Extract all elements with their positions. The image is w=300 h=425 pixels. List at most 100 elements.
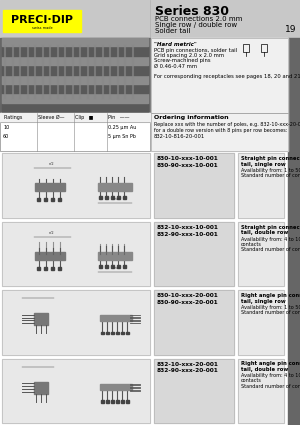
- Text: Availability from: 1 to 50 contacts: Availability from: 1 to 50 contacts: [241, 305, 300, 310]
- Text: 19: 19: [284, 25, 296, 34]
- Bar: [2, 94, 148, 102]
- Text: contacts: contacts: [241, 379, 262, 383]
- Text: 832-10-816-20-001: 832-10-816-20-001: [154, 134, 205, 139]
- Text: for a double row version with 8 pins per row becomes:: for a double row version with 8 pins per…: [154, 128, 287, 133]
- Bar: [0, 113, 150, 151]
- Text: PCB pin connections, solder tail: PCB pin connections, solder tail: [154, 48, 237, 53]
- Bar: [37, 198, 40, 201]
- Text: 60: 60: [3, 134, 9, 139]
- Text: Right angle pin connector, solder: Right angle pin connector, solder: [241, 293, 300, 298]
- Bar: [238, 359, 284, 423]
- Bar: [154, 221, 234, 286]
- Bar: [0, 113, 150, 122]
- Bar: [116, 332, 118, 334]
- Text: 1mm: 1mm: [111, 266, 121, 270]
- Bar: [34, 183, 64, 191]
- Text: contacts: contacts: [241, 241, 262, 246]
- Bar: [34, 313, 48, 325]
- Text: Grid spacing 2.0 x 2.0 mm: Grid spacing 2.0 x 2.0 mm: [154, 53, 224, 58]
- Bar: [2, 38, 148, 46]
- Bar: [154, 221, 234, 286]
- Text: tail, double row: tail, double row: [241, 230, 288, 235]
- Bar: [104, 196, 107, 199]
- Text: swiss made: swiss made: [32, 26, 52, 30]
- Text: 832-10-xxx-10-001: 832-10-xxx-10-001: [157, 224, 219, 230]
- Bar: [2, 57, 148, 65]
- Text: 832-10-xxx-20-001: 832-10-xxx-20-001: [157, 362, 219, 366]
- Text: Standard number of contacts: 50: Standard number of contacts: 50: [241, 173, 300, 178]
- Bar: [125, 400, 128, 403]
- Bar: [2, 359, 150, 423]
- Bar: [2, 221, 150, 286]
- Text: tail, single row: tail, single row: [241, 162, 286, 167]
- Bar: [2, 359, 150, 423]
- Bar: [100, 332, 103, 334]
- Bar: [154, 290, 234, 354]
- Bar: [121, 400, 124, 403]
- Bar: [2, 290, 150, 354]
- Bar: [44, 267, 47, 270]
- Bar: [116, 196, 119, 199]
- Bar: [98, 196, 101, 199]
- Bar: [100, 315, 132, 321]
- Bar: [154, 153, 234, 218]
- Bar: [238, 290, 284, 354]
- Bar: [98, 252, 132, 260]
- Text: Straight pin connector, solder: Straight pin connector, solder: [241, 156, 300, 161]
- Bar: [151, 113, 288, 151]
- Text: For corresponding receptacles see pages 18, 20 and 21: For corresponding receptacles see pages …: [154, 74, 300, 79]
- Text: 830-90-xxx-10-001: 830-90-xxx-10-001: [157, 163, 219, 168]
- Bar: [2, 221, 150, 286]
- Text: Screw-machined pins: Screw-machined pins: [154, 58, 211, 63]
- Bar: [154, 153, 234, 218]
- Bar: [121, 332, 124, 334]
- Bar: [98, 265, 101, 268]
- Bar: [37, 267, 40, 270]
- Bar: [2, 66, 148, 74]
- Bar: [151, 113, 288, 151]
- Text: 10: 10: [3, 125, 9, 130]
- Bar: [288, 38, 300, 425]
- Bar: [243, 44, 249, 52]
- Bar: [106, 400, 109, 403]
- Text: Platings: Platings: [3, 115, 22, 120]
- Bar: [154, 290, 234, 354]
- Text: Standard number of contacts: 100: Standard number of contacts: 100: [241, 246, 300, 252]
- Bar: [98, 183, 132, 191]
- Text: Standard number of contacts: 50: Standard number of contacts: 50: [241, 310, 300, 315]
- Text: Sleeve Ø—: Sleeve Ø—: [38, 115, 64, 120]
- Bar: [34, 382, 48, 394]
- Text: 830-10-xxx-10-001: 830-10-xxx-10-001: [157, 156, 219, 161]
- Bar: [238, 221, 284, 286]
- Bar: [2, 104, 148, 112]
- Text: Standard number of contacts: 100: Standard number of contacts: 100: [241, 383, 300, 388]
- Text: Availability from: 4 to 100: Availability from: 4 to 100: [241, 236, 300, 241]
- Text: 832-90-xxx-10-001: 832-90-xxx-10-001: [157, 232, 219, 236]
- Text: 832-90-xxx-20-001: 832-90-xxx-20-001: [157, 368, 219, 374]
- Bar: [100, 400, 103, 403]
- Text: Straight pin connector, solder: Straight pin connector, solder: [241, 224, 300, 230]
- Bar: [58, 198, 61, 201]
- Text: 830-90-xxx-20-001: 830-90-xxx-20-001: [157, 300, 219, 305]
- Text: Replace xxx with the number of poles, e.g. 832-10-xxx-20-001: Replace xxx with the number of poles, e.…: [154, 122, 300, 127]
- Text: 1mm: 1mm: [111, 197, 121, 201]
- Text: Right angle pin connector, solder: Right angle pin connector, solder: [241, 362, 300, 366]
- Bar: [2, 290, 150, 354]
- Text: 0.25 µm Au: 0.25 µm Au: [108, 125, 136, 130]
- Text: PRECI·DIP: PRECI·DIP: [11, 15, 73, 25]
- Text: tail, double row: tail, double row: [241, 367, 288, 372]
- Bar: [238, 221, 284, 286]
- Text: 830-10-xxx-20-001: 830-10-xxx-20-001: [157, 293, 219, 298]
- Bar: [3, 10, 81, 32]
- Bar: [238, 290, 284, 354]
- Text: n/2: n/2: [49, 162, 55, 166]
- Text: Pin   ——: Pin ——: [108, 115, 130, 120]
- Text: Ø 0.46-0.47 mm: Ø 0.46-0.47 mm: [154, 64, 197, 68]
- Bar: [238, 153, 284, 218]
- Bar: [0, 113, 150, 151]
- Bar: [104, 265, 107, 268]
- Text: PCB connections 2.0 mm: PCB connections 2.0 mm: [155, 16, 242, 22]
- Bar: [261, 44, 267, 52]
- Bar: [151, 38, 288, 113]
- Bar: [0, 38, 150, 113]
